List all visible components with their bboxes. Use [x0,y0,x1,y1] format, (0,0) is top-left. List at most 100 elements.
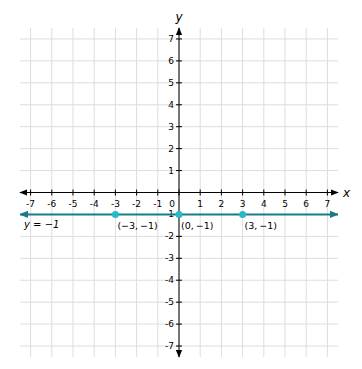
y-tick-label: -2 [165,231,174,241]
x-tick [306,190,307,196]
point-label: (3, −1) [245,220,277,231]
grid-line [200,28,201,357]
y-tick [176,60,182,61]
marks [20,211,338,218]
grid-line [30,28,31,357]
y-tick [176,258,182,259]
x-tick-label: -5 [69,199,78,209]
x-tick [285,190,286,196]
x-tick-label: -2 [132,199,141,209]
y-tick-label: 5 [168,78,174,88]
x-tick [242,190,243,196]
y-tick [176,346,182,347]
y-tick-label: -7 [165,341,174,351]
x-tick [200,190,201,196]
y-tick [176,126,182,127]
y-tick [176,104,182,105]
grid-line [136,28,137,357]
y-tick-label: 6 [168,56,174,66]
y-tick-label: 2 [168,144,174,154]
grid-line [73,28,74,357]
grid-line [285,28,286,357]
x-tick-label: 0 [169,199,175,209]
grid-line [20,170,338,171]
grid-line [20,236,338,237]
x-tick-label: 5 [282,199,288,209]
grid-line [20,192,338,193]
y-tick-label: 1 [168,166,174,176]
y-tick [176,236,182,237]
y-tick-label: -6 [165,319,174,329]
y-tick-label: 7 [168,34,174,44]
y-tick [176,324,182,325]
y-tick-label: -3 [165,253,174,263]
x-tick [136,190,137,196]
grid-line [157,28,158,357]
grid-line [20,38,338,39]
y-tick [176,280,182,281]
grid-line [306,28,307,357]
axes [20,28,338,357]
line-annotation: y = −1 [23,219,59,230]
grid-line [20,302,338,303]
labels: y = −1 (−3, −1) (0, −1) (3, −1) [23,219,277,231]
x-tick-label: -7 [26,199,35,209]
x-tick-label: -1 [153,199,162,209]
x-tick [327,190,328,196]
y-tick-label: 4 [168,100,174,110]
grid-line [20,126,338,127]
y-tick-label: 3 [168,122,174,132]
point [176,211,183,218]
grid-line [263,28,264,357]
x-tick-label: 7 [325,199,331,209]
x-tick-label: 4 [261,199,267,209]
grid-line [20,60,338,61]
x-tick [30,190,31,196]
grid [20,28,338,357]
x-tick-label: -6 [47,199,56,209]
y-tick-label: -4 [165,275,174,285]
x-tick [73,190,74,196]
grid-line [20,104,338,105]
x-tick-label: 1 [197,199,203,209]
y-tick [176,82,182,83]
x-axis-label: x [342,186,351,200]
grid-line [221,28,222,357]
x-tick [157,190,158,196]
ticks: -7-6-5-4-3-2-101234567-7-6-5-4-3-2-11234… [26,34,330,351]
grid-line [20,258,338,259]
grid-line [20,148,338,149]
x-tick-label: 6 [303,199,309,209]
x-tick [115,190,116,196]
grid-line [20,346,338,347]
grid-line [20,324,338,325]
x-tick [221,190,222,196]
y-tick [176,148,182,149]
chart: -7-6-5-4-3-2-101234567-7-6-5-4-3-2-11234… [0,0,362,369]
grid-line [94,28,95,357]
x-tick-label: 2 [219,199,225,209]
x-tick-label: -4 [90,199,99,209]
grid-line [115,28,116,357]
grid-line [242,28,243,357]
y-tick [176,38,182,39]
x-axis [20,192,338,193]
x-tick [51,190,52,196]
point [112,211,119,218]
point [239,211,246,218]
grid-line [327,28,328,357]
y-tick [176,302,182,303]
x-tick-label: 3 [240,199,246,209]
grid-line [20,82,338,83]
x-tick-label: -3 [111,199,120,209]
x-tick [94,190,95,196]
y-tick [176,192,182,193]
y-tick [176,170,182,171]
grid-line [20,280,338,281]
point-label: (0, −1) [181,220,213,231]
y-axis-label: y [174,10,183,24]
grid-line [51,28,52,357]
y-tick-label: -5 [165,297,174,307]
x-tick [263,190,264,196]
point-label: (−3, −1) [117,220,157,231]
